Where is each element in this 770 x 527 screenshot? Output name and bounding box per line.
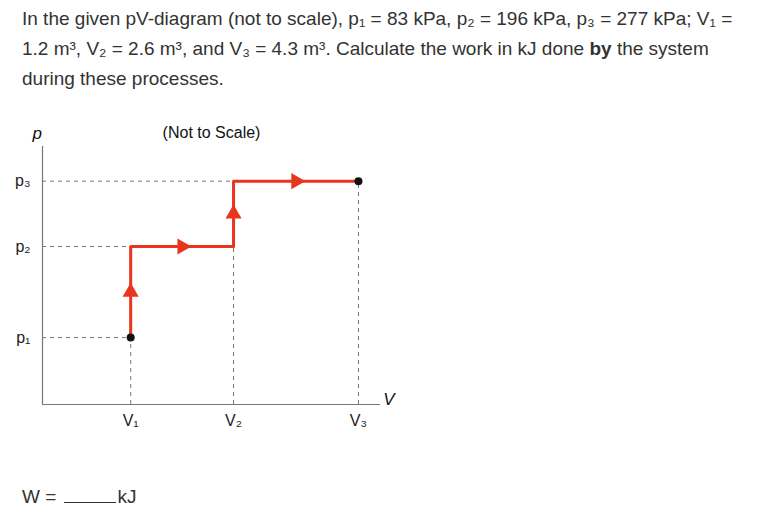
svg-text:V₁: V₁ <box>123 412 139 429</box>
svg-text:p₁: p₁ <box>16 329 30 346</box>
svg-text:p₂: p₂ <box>15 238 30 255</box>
html-text:In the given pV-diagram (not t: In the given pV-diagram (not to scale), … <box>22 8 733 89</box>
svg-text:p₃: p₃ <box>15 172 30 189</box>
html-text:W =: W = <box>22 486 62 507</box>
html-text:kJ: kJ <box>117 486 137 507</box>
svg-text:V₃: V₃ <box>350 412 367 429</box>
svg-text:p: p <box>32 124 42 143</box>
svg-text:(Not to Scale): (Not to Scale) <box>163 124 261 141</box>
svg-text:V₂: V₂ <box>225 412 242 429</box>
svg-text:V: V <box>383 390 396 409</box>
